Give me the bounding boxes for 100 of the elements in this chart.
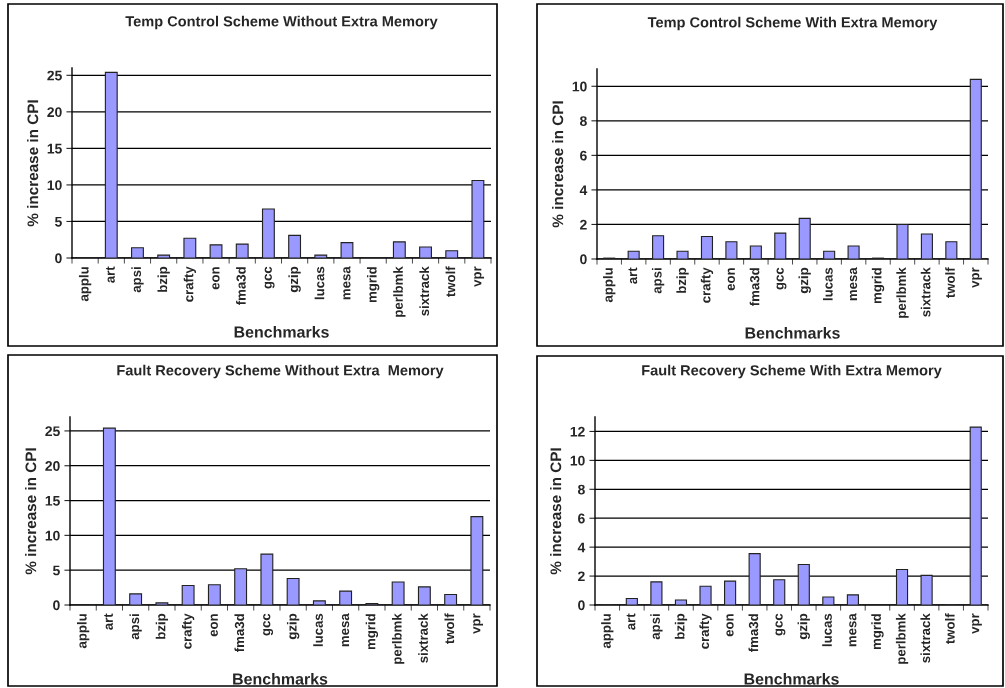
bar <box>724 580 737 605</box>
bar <box>749 245 762 259</box>
chart-title: Fault Recovery Scheme Without Extra Memory <box>117 364 444 379</box>
bar <box>312 600 326 605</box>
bar <box>157 254 171 258</box>
x-tick-label: gzip <box>797 613 810 640</box>
bar <box>920 574 933 605</box>
y-tick-label: 5 <box>52 565 60 576</box>
bar <box>340 242 354 258</box>
y-tick-label: 0 <box>53 600 60 611</box>
bar <box>131 247 144 258</box>
bar <box>676 250 689 259</box>
x-tick-label: fma3d <box>234 614 245 652</box>
chart-title: Temp Control Scheme With Extra Memory <box>647 16 938 31</box>
y-tick-label: 5 <box>54 216 62 227</box>
x-tick-label: eon <box>212 267 220 290</box>
bar <box>847 245 860 259</box>
bar <box>104 71 118 258</box>
bar <box>207 584 221 605</box>
x-tick-label: apsi <box>131 267 144 293</box>
y-tick-label: 25 <box>45 426 60 437</box>
x-tick-label: crafty <box>181 613 195 649</box>
bar <box>234 568 248 605</box>
chart-title: Temp Control Scheme Without Extra Memory <box>125 15 438 30</box>
x-tick-label: eon <box>726 614 734 637</box>
y-tick-label: 8 <box>577 484 585 495</box>
x-tick-label: sixtrack <box>419 266 430 316</box>
bar <box>969 426 982 605</box>
y-tick-label: 25 <box>47 70 62 81</box>
bar <box>417 586 431 605</box>
x-tick-label: lucas <box>823 267 833 301</box>
x-tick-label: apsi <box>129 614 142 640</box>
x-tick-label: perlbmk <box>391 613 405 664</box>
bar <box>181 584 195 605</box>
x-tick-label: gzip <box>288 266 301 293</box>
bar <box>625 597 638 605</box>
bar <box>445 250 459 258</box>
y-tick-label: 2 <box>578 571 585 582</box>
bar <box>773 579 786 605</box>
y-tick-label: 0 <box>580 254 587 265</box>
x-tick-label: art <box>106 266 115 283</box>
x-tick-label: twolf <box>945 267 955 298</box>
x-tick-label: perlbmk <box>393 266 406 317</box>
y-axis-title: % increase in CPI <box>550 448 562 575</box>
x-tick-label: mgrid <box>871 268 885 304</box>
y-axis-title: % increase in CPI <box>552 101 564 228</box>
y-tick-label: 6 <box>580 150 587 161</box>
x-tick-label: eon <box>210 614 218 637</box>
x-tick-label: bzip <box>674 613 688 639</box>
bar <box>969 78 982 259</box>
bar <box>339 590 353 605</box>
x-tick-label: fma3d <box>749 268 760 306</box>
bar <box>699 585 712 605</box>
bar <box>822 596 835 605</box>
bar <box>674 599 688 605</box>
bar <box>183 237 197 258</box>
x-tick-label: bzip <box>157 266 170 292</box>
bar <box>797 563 810 605</box>
bar <box>471 179 485 258</box>
bar <box>823 250 836 259</box>
x-tick-label: twolf <box>445 266 456 297</box>
bar <box>652 235 665 259</box>
bar <box>288 234 302 258</box>
bar <box>261 208 275 258</box>
x-tick-label: perlbmk <box>895 613 909 664</box>
bar <box>314 254 328 258</box>
y-tick-label: 15 <box>47 143 62 154</box>
y-tick-label: 15 <box>45 496 60 506</box>
bar <box>209 244 223 258</box>
x-tick-label: sixtrack <box>418 613 428 663</box>
x-axis-title: Benchmarks <box>234 325 329 338</box>
x-tick-label: mesa <box>341 613 350 647</box>
bar <box>260 553 274 605</box>
bar <box>650 581 663 605</box>
bar <box>129 593 143 605</box>
bar <box>444 594 458 605</box>
bar <box>470 516 484 605</box>
x-axis-title: Benchmarks <box>744 672 839 685</box>
x-tick-label: applu <box>601 614 614 649</box>
y-tick-label: 10 <box>570 455 585 466</box>
x-tick-label: fma3d <box>748 614 759 652</box>
y-tick-label: 10 <box>47 180 62 191</box>
x-tick-label: bzip <box>155 613 169 639</box>
x-tick-label: lucas <box>822 613 832 647</box>
bar <box>895 569 909 605</box>
y-tick-label: 20 <box>45 461 60 471</box>
x-axis-title: Benchmarks <box>233 672 328 685</box>
y-tick-label: 2 <box>580 219 587 230</box>
bar <box>798 217 811 259</box>
x-tick-label: perlbmk <box>896 267 909 318</box>
x-tick-label: eon <box>727 268 735 291</box>
x-tick-label: vpr <box>972 613 982 634</box>
x-tick-label: vpr <box>474 266 485 287</box>
bar <box>774 232 787 259</box>
x-tick-label: gcc <box>264 266 275 289</box>
y-tick-label: 4 <box>579 185 588 195</box>
x-tick-label: crafty <box>183 266 196 302</box>
bar <box>391 581 405 605</box>
x-tick-label: bzip <box>676 267 689 293</box>
bar <box>846 594 859 605</box>
